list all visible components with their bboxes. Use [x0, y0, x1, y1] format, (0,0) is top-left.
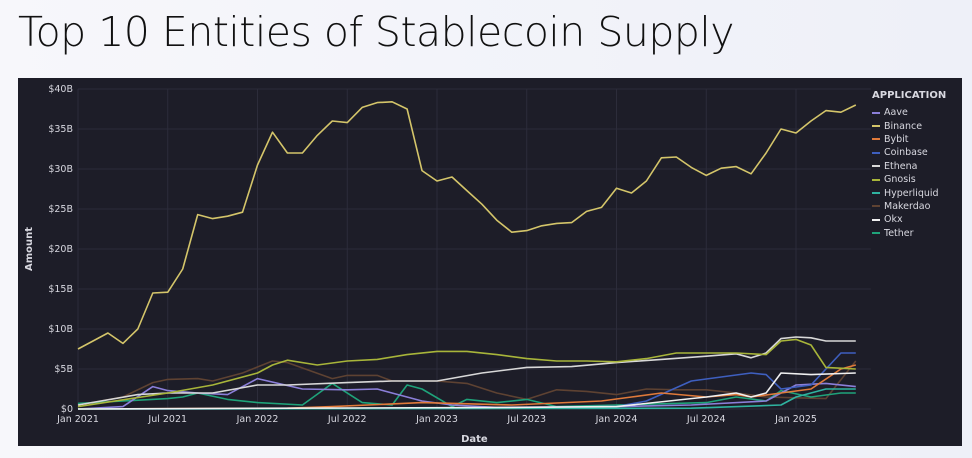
- legend-item-binance[interactable]: Binance: [872, 119, 946, 132]
- legend-item-tether[interactable]: Tether: [872, 227, 946, 240]
- legend-swatch: [872, 151, 880, 154]
- legend-label: Gnosis: [884, 174, 916, 186]
- legend-label: Makerdao: [884, 200, 931, 212]
- legend-label: Hyperliquid: [884, 187, 939, 199]
- legend-item-coinbase[interactable]: Coinbase: [872, 146, 946, 159]
- legend-item-okx[interactable]: Okx: [872, 213, 946, 226]
- legend-swatch: [872, 125, 880, 128]
- legend-label: Ethena: [884, 160, 918, 172]
- series-line-aave: [77, 377, 856, 410]
- legend-label: Okx: [884, 214, 903, 226]
- x-axis-label: Date: [461, 434, 488, 445]
- y-tick-label: $20B: [48, 244, 73, 255]
- y-tick-label: $15B: [48, 284, 73, 295]
- y-tick-label: $35B: [48, 124, 73, 135]
- x-tick-label: Jan 2022: [236, 414, 279, 425]
- legend-swatch: [872, 111, 880, 114]
- legend-item-bybit[interactable]: Bybit: [872, 133, 946, 146]
- legend-swatch: [872, 192, 880, 195]
- y-tick-label: $30B: [48, 164, 73, 175]
- legend-label: Aave: [884, 107, 908, 119]
- y-tick-label: $5B: [54, 364, 73, 375]
- chart-panel: $0 $5B $10B $15B $20B $25B $30B $35B $40B Jan 202…: [18, 78, 962, 446]
- x-tick-label: Jan 2023: [415, 414, 458, 425]
- x-tick-label: Jan 2021: [56, 414, 99, 425]
- legend-swatch: [872, 232, 880, 235]
- x-tick-label: Jul 2021: [147, 414, 187, 425]
- legend-item-gnosis[interactable]: Gnosis: [872, 173, 946, 186]
- series-line-gnosis: [77, 338, 856, 408]
- y-tick-label: $10B: [48, 324, 73, 335]
- series-line-makerdao: [77, 360, 857, 406]
- x-tick-label: Jul 2022: [327, 414, 367, 425]
- series-line-coinbase: [77, 352, 856, 410]
- legend-label: Binance: [884, 120, 923, 132]
- series-line-hyperliquid: [77, 388, 856, 410]
- legend-item-ethena[interactable]: Ethena: [872, 160, 946, 173]
- page-title: Top 10 Entities of Stablecoin Supply: [18, 8, 735, 56]
- legend-label: Bybit: [884, 133, 909, 145]
- y-tick-label: $0: [61, 404, 73, 415]
- y-axis-label: Amount: [24, 227, 35, 271]
- legend-swatch: [872, 205, 880, 208]
- x-tick-label: Jan 2024: [595, 414, 638, 425]
- legend: APPLICATION Aave Binance Bybit Coinbase Ethe…: [872, 90, 946, 240]
- legend-title: APPLICATION: [872, 90, 947, 101]
- legend-item-aave[interactable]: Aave: [872, 106, 946, 119]
- legend-label: Coinbase: [884, 147, 928, 159]
- x-tick-label: Jul 2023: [506, 414, 546, 425]
- x-tick-label: Jan 2025: [774, 414, 817, 425]
- series-line-okx: [77, 372, 856, 410]
- legend-label: Tether: [884, 227, 914, 239]
- legend-swatch: [872, 218, 880, 221]
- legend-swatch: [872, 138, 880, 141]
- legend-swatch: [872, 165, 880, 168]
- series-line-bybit: [77, 364, 857, 410]
- y-tick-label: $40B: [48, 84, 73, 95]
- legend-item-makerdao[interactable]: Makerdao: [872, 200, 946, 213]
- line-chart: $0 $5B $10B $15B $20B $25B $30B $35B $40B Jan 202…: [24, 84, 871, 445]
- y-tick-label: $25B: [48, 204, 73, 215]
- legend-swatch: [872, 178, 880, 181]
- legend-item-hyperliquid[interactable]: Hyperliquid: [872, 186, 946, 199]
- series-line-ethena: [77, 336, 856, 406]
- x-tick-label: Jul 2024: [686, 414, 726, 425]
- series-line-binance: [77, 100, 857, 350]
